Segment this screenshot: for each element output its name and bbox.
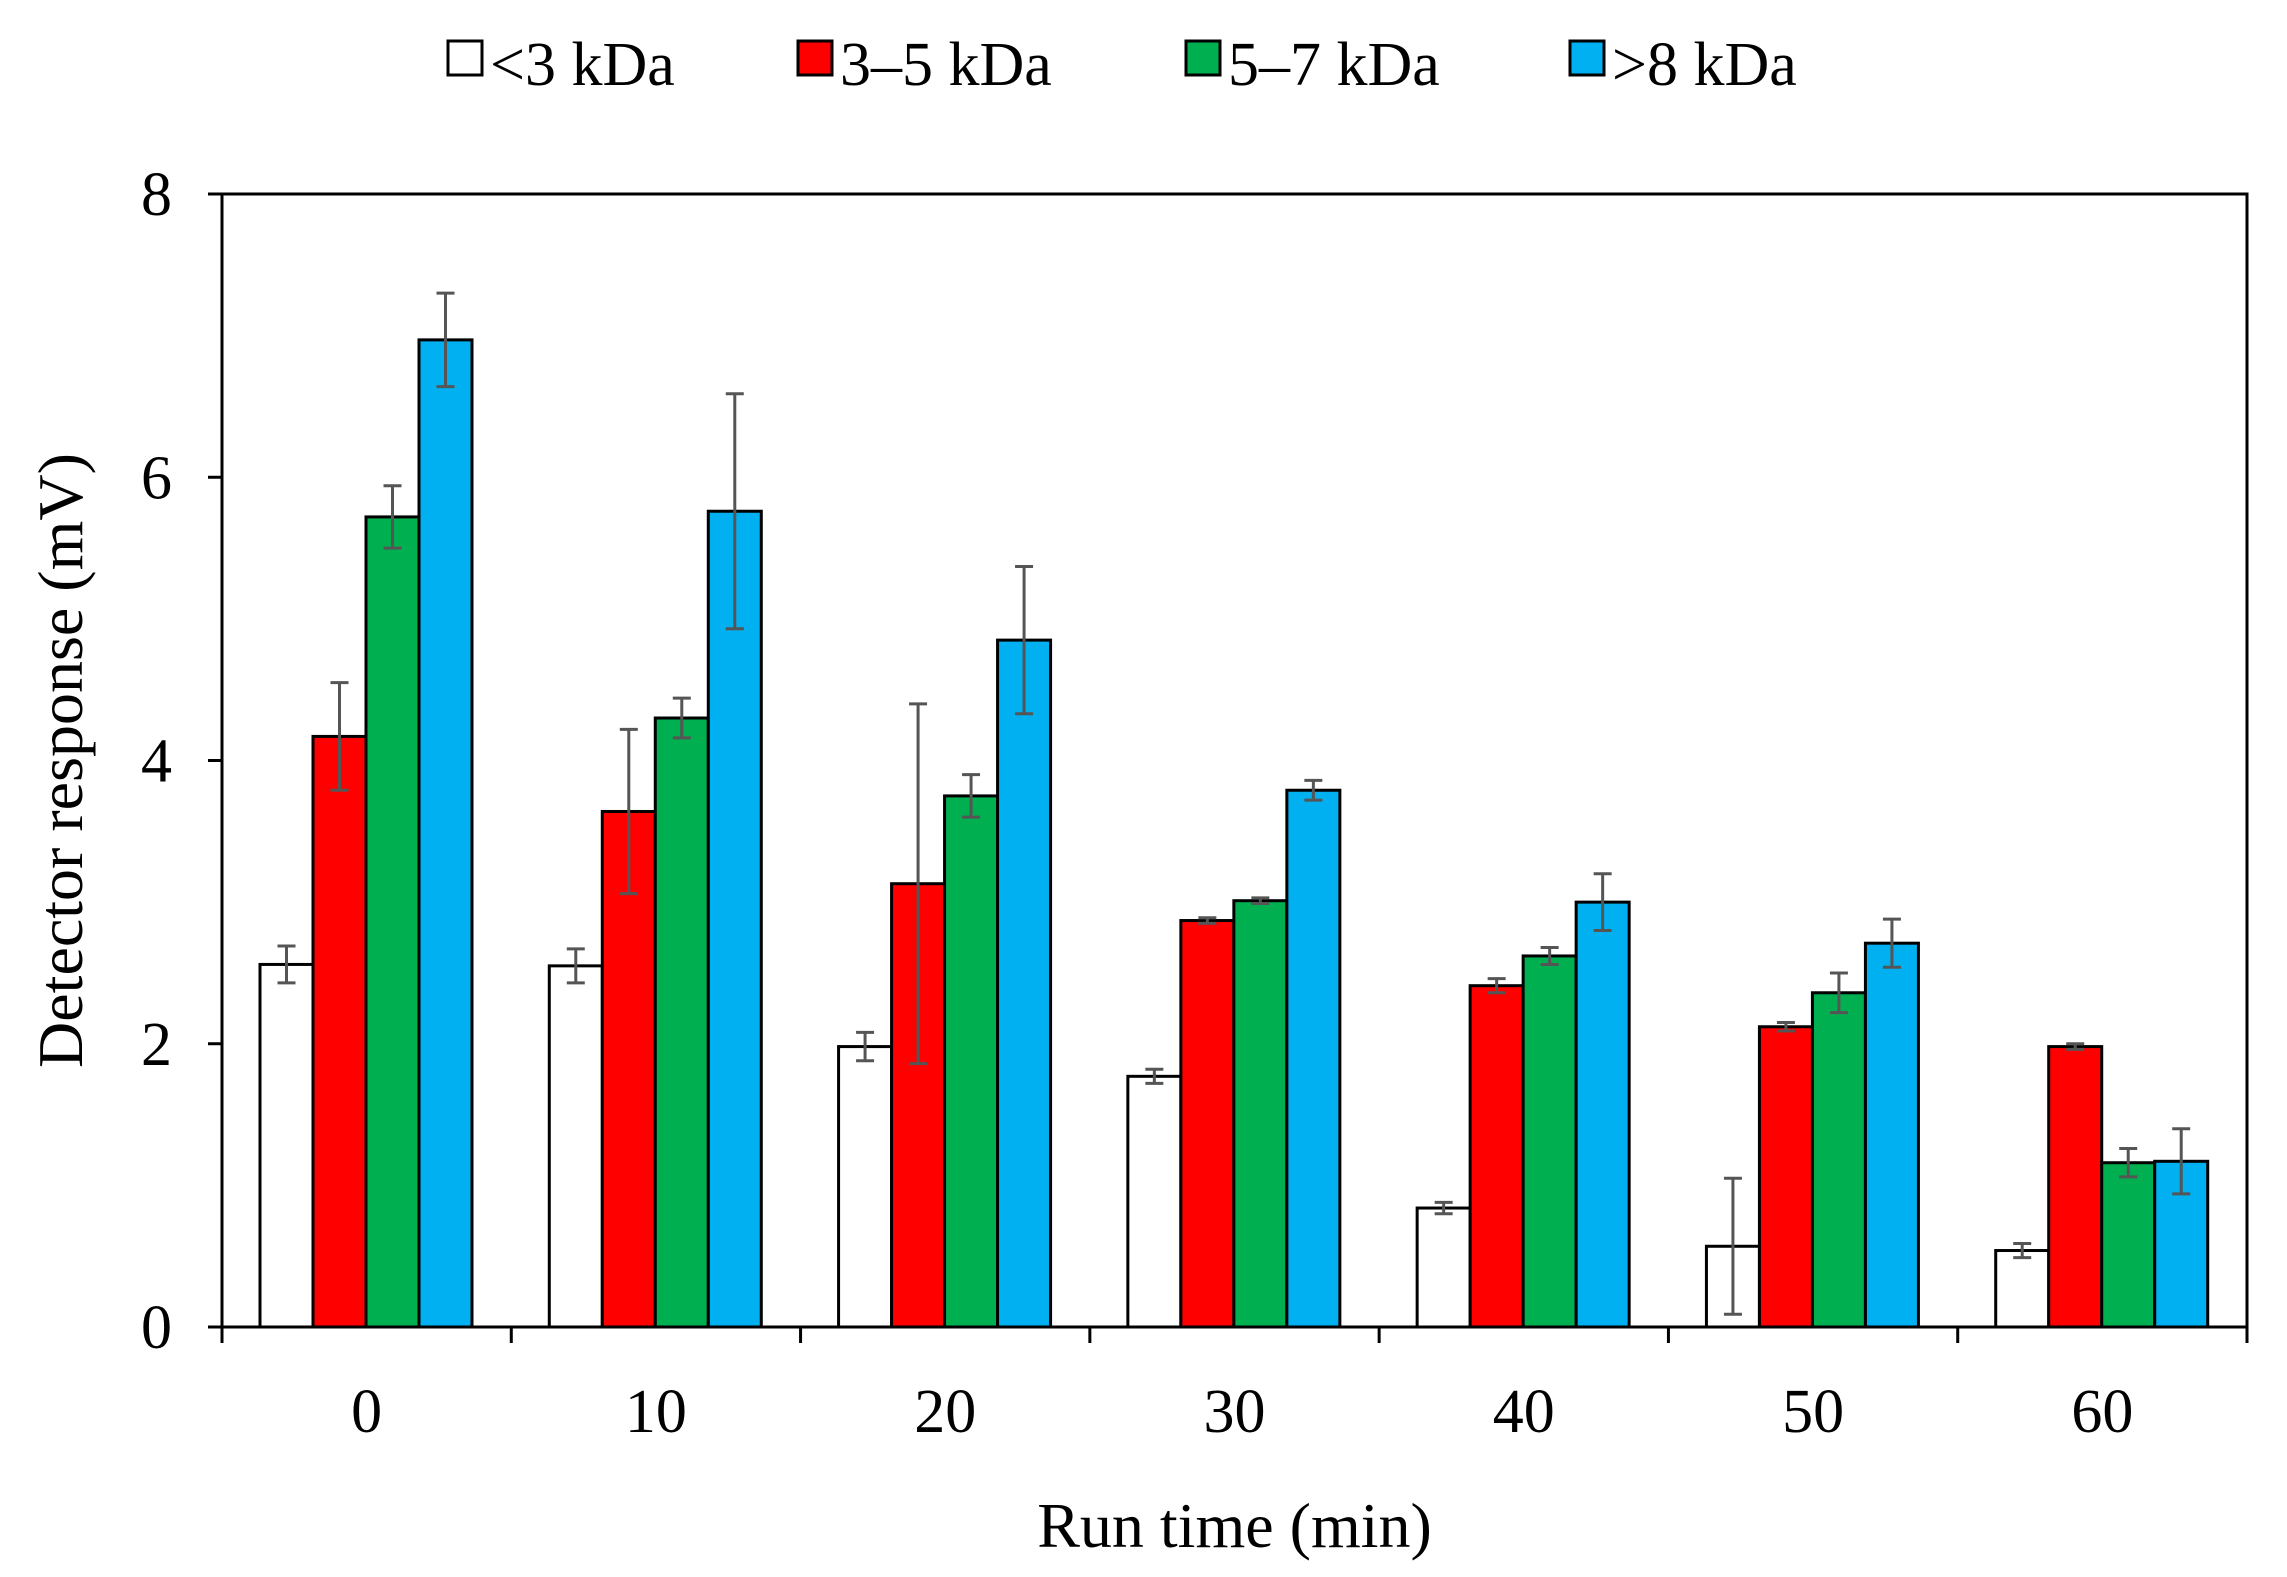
bar-s1-c6 [2047, 1045, 2104, 1329]
legend-swatch-1 [796, 39, 834, 77]
bar-s2-c4 [1521, 954, 1578, 1329]
bar-s2-c2 [943, 794, 1000, 1329]
bar-s3-c2 [996, 638, 1053, 1329]
error-bar-s1-c1 [619, 727, 638, 896]
legend-swatch-2 [1184, 39, 1222, 77]
error-bar-s1-c4 [1487, 977, 1506, 995]
y-tick-label: 4 [141, 728, 172, 796]
bar-s3-c6 [2153, 1159, 2210, 1329]
x-tick-label: 20 [914, 1378, 976, 1446]
bars [258, 338, 2210, 1329]
legend-label-3: >8 kDa [1612, 31, 1797, 99]
y-tick-label: 6 [141, 444, 172, 512]
error-bar-s2-c5 [1829, 971, 1848, 1015]
error-bar-s0-c3 [1145, 1067, 1164, 1085]
error-bar-s2-c0 [383, 484, 402, 550]
legend-label-1: 3–5 kDa [840, 31, 1052, 99]
bar-s0-c6 [1994, 1249, 2051, 1329]
bar-s2-c5 [1810, 991, 1867, 1329]
error-bar-s3-c2 [1015, 564, 1034, 716]
error-bar-s0-c0 [277, 944, 296, 985]
error-bar-s3-c1 [725, 392, 744, 631]
error-bar-s2-c4 [1540, 945, 1559, 966]
bar-s0-c2 [837, 1045, 894, 1329]
bar-s3-c1 [706, 509, 763, 1329]
bar-s0-c4 [1415, 1206, 1472, 1329]
error-bar-s1-c3 [1198, 916, 1217, 925]
error-bars [277, 291, 2191, 1316]
bar-s1-c1 [600, 809, 657, 1329]
bar-s0-c0 [258, 962, 315, 1329]
error-bar-s2-c6 [2119, 1147, 2138, 1179]
error-bar-s3-c4 [1593, 872, 1612, 932]
error-bar-s3-c0 [436, 291, 455, 389]
bar-s3-c3 [1285, 788, 1342, 1329]
bar-s3-c0 [417, 338, 474, 1329]
error-bar-s0-c2 [856, 1030, 875, 1063]
error-bar-s3-c6 [2172, 1127, 2191, 1196]
bar-s2-c3 [1232, 899, 1289, 1329]
x-axis-label: Run time (min) [1037, 1490, 1432, 1561]
x-tick-label: 40 [1493, 1378, 1555, 1446]
bar-s1-c3 [1179, 919, 1236, 1329]
error-bar-s0-c6 [2013, 1241, 2032, 1260]
axes: 0 2 4 6 8 0 10 20 30 40 50 60 [141, 161, 2249, 1446]
error-bar-s3-c5 [1882, 917, 1901, 969]
error-bar-s0-c5 [1723, 1176, 1742, 1316]
error-bar-s2-c2 [962, 773, 981, 819]
error-bar-s2-c3 [1251, 896, 1270, 906]
y-tick-label: 8 [141, 161, 172, 229]
error-bar-s1-c2 [909, 702, 928, 1066]
legend: <3 kDa 3–5 kDa 5–7 kDa >8 kDa [446, 31, 1797, 99]
x-tick-label: 30 [1204, 1378, 1266, 1446]
bar-s3-c4 [1574, 900, 1631, 1329]
legend-swatch-3 [1568, 39, 1606, 77]
x-tick-label: 0 [351, 1378, 382, 1446]
bar-s1-c4 [1468, 984, 1525, 1329]
bar-s2-c0 [364, 515, 421, 1329]
error-bar-s3-c3 [1304, 778, 1323, 802]
error-bar-s0-c1 [566, 947, 585, 985]
legend-label-0: <3 kDa [490, 31, 675, 99]
error-bar-s1-c5 [1776, 1021, 1795, 1033]
x-tick-label: 50 [1782, 1378, 1844, 1446]
error-bar-s1-c0 [330, 681, 349, 792]
y-tick-label: 2 [141, 1011, 172, 1079]
x-tick-label: 10 [625, 1378, 687, 1446]
legend-swatch-0 [446, 39, 484, 77]
y-tick-label: 0 [141, 1294, 172, 1362]
bar-s1-c5 [1757, 1025, 1814, 1329]
x-tick-label: 60 [2071, 1378, 2133, 1446]
error-bar-s2-c1 [672, 696, 691, 740]
bar-s3-c5 [1863, 941, 1920, 1329]
bar-s0-c1 [547, 964, 604, 1329]
bar-s0-c3 [1126, 1074, 1183, 1329]
error-bar-s1-c6 [2066, 1042, 2085, 1051]
error-bar-s0-c4 [1434, 1200, 1453, 1216]
bar-s2-c6 [2100, 1161, 2157, 1329]
bar-s2-c1 [653, 716, 710, 1329]
bar-s1-c0 [311, 734, 368, 1329]
y-axis-label: Detector response (mV) [25, 453, 96, 1068]
legend-label-2: 5–7 kDa [1228, 31, 1440, 99]
